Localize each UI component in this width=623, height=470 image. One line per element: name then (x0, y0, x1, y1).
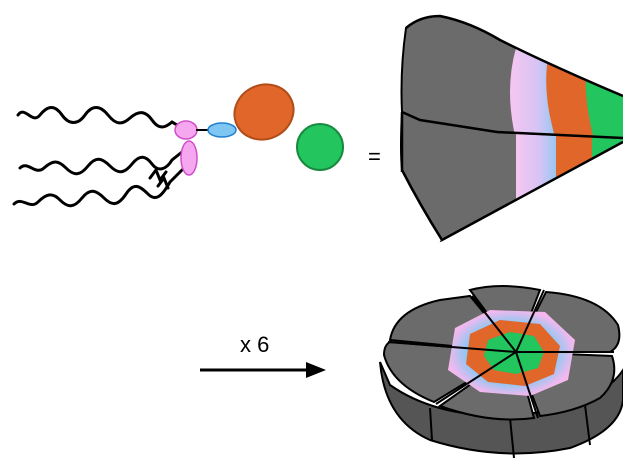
tail-kinks (148, 166, 170, 190)
hydrophobic-tails (12, 106, 184, 208)
divider-6 (387, 341, 517, 353)
side-seam-2 (509, 417, 515, 459)
tail-chain-2 (18, 150, 184, 176)
wedge-top-outline (405, 14, 623, 98)
linker-block (174, 120, 198, 176)
blue-spacer-bead (207, 122, 237, 138)
pink-upper-bead (174, 120, 198, 140)
assembly-arrow: x 6 (200, 332, 326, 378)
tail-chain-1 (16, 106, 184, 130)
micelle-wedge (400, 14, 623, 243)
wedge-edge-line (401, 110, 623, 140)
pink-lower-bead (180, 140, 198, 176)
green-free-domain (296, 123, 344, 171)
assembled-micelle (379, 285, 623, 459)
arrow-head (306, 362, 326, 378)
divider-2 (515, 289, 545, 353)
equals-sign: = (368, 144, 381, 169)
orange-head-domain (233, 83, 295, 141)
multiplier-label: x 6 (240, 332, 269, 357)
divider-4 (515, 351, 539, 419)
side-seam-3 (584, 404, 591, 446)
wedge-bottom-edge (400, 140, 623, 242)
divider-1 (471, 295, 517, 353)
amphiphilic-molecule (12, 83, 295, 208)
side-seam-1 (429, 407, 433, 441)
tail-chain-3 (12, 168, 184, 208)
divider-5 (435, 351, 517, 405)
